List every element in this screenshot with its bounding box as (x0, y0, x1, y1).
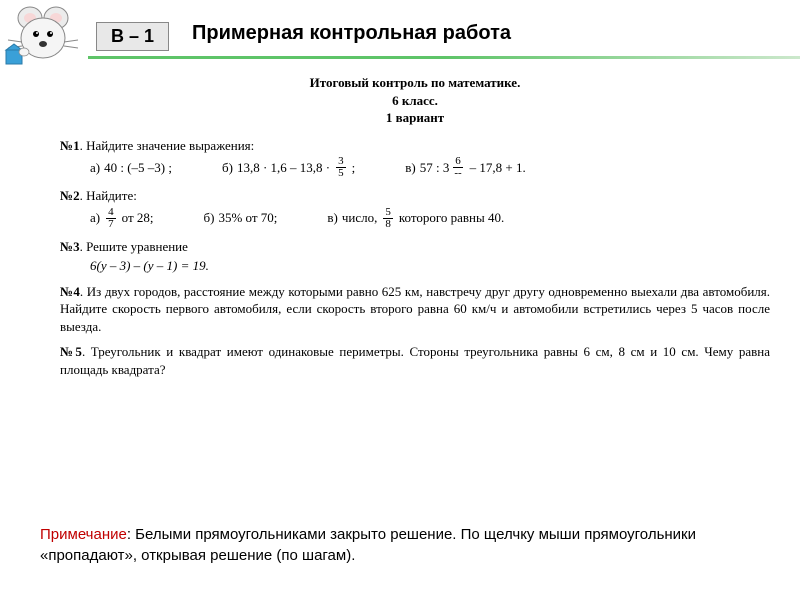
problem-1-label: №1 (60, 138, 80, 153)
frac-den: 5 (336, 168, 346, 179)
part-b-label: б) (222, 159, 233, 177)
part-b-pre: 13,8 · 1,6 – 13,8 · (237, 159, 330, 177)
part-a-label: а) (90, 209, 100, 227)
fraction-icon: 6 -- (452, 156, 463, 179)
problem-1-part-c: в) 57 : 3 6 -- – 17,8 + 1. (405, 156, 526, 179)
fraction-icon: 4 7 (106, 207, 116, 230)
variant-badge: В – 1 (96, 22, 169, 51)
problem-5-text: . Треугольник и квадрат имеют одинаковые… (60, 344, 770, 377)
problem-2-part-c: в) число, 5 8 которого равны 40. (327, 207, 504, 230)
problem-2: №2. Найдите: а) 4 7 от 28; б) 35% от 70;… (60, 187, 770, 230)
fraction-icon: 5 8 (383, 207, 393, 230)
problem-2-part-a: а) 4 7 от 28; (90, 207, 153, 230)
problem-2-text: . Найдите: (80, 188, 137, 203)
frac-num: 5 (383, 207, 393, 219)
frac-den: -- (452, 168, 463, 179)
problem-3: №3. Решите уравнение 6(y – 3) – (y – 1) … (60, 238, 770, 275)
footnote: Примечание: Белыми прямоугольниками закр… (40, 524, 760, 566)
part-b-label: б) (203, 209, 214, 227)
part-a-expr: 40 : (–5 –3) ; (104, 159, 172, 177)
mixed-number: 57 : 3 6 -- (420, 156, 466, 179)
problem-1-part-a: а) 40 : (–5 –3) ; (90, 159, 172, 177)
part-b-post: ; (352, 159, 356, 177)
part-c-label: в) (327, 209, 337, 227)
subtitle-line-3: 1 вариант (60, 109, 770, 127)
problem-4-text: . Из двух городов, расстояние между кото… (60, 284, 770, 334)
subtitle-line-2: 6 класс. (60, 92, 770, 110)
part-c-pre: число, (342, 209, 378, 227)
frac-den: 8 (383, 219, 393, 230)
part-c-pre: 57 : 3 (420, 159, 450, 177)
mouse-character-icon (0, 0, 88, 72)
problem-3-text: . Решите уравнение (80, 239, 188, 254)
page-title: Примерная контрольная работа (192, 22, 511, 45)
problem-4-label: №4 (60, 284, 80, 299)
problem-5-label: №5 (60, 344, 82, 359)
problem-2-parts: а) 4 7 от 28; б) 35% от 70; в) число, 5 … (90, 207, 770, 230)
part-b-text: 35% от 70; (218, 209, 277, 227)
problem-3-equation: 6(y – 3) – (y – 1) = 19. (90, 257, 770, 275)
part-a-post: от 28; (122, 209, 154, 227)
part-c-post: – 17,8 + 1. (470, 159, 526, 177)
part-c-label: в) (405, 159, 415, 177)
problem-3-label: №3 (60, 239, 80, 254)
part-a-label: а) (90, 159, 100, 177)
problem-1-text: . Найдите значение выражения: (80, 138, 255, 153)
problem-2-part-b: б) 35% от 70; (203, 209, 277, 227)
footnote-text: : Белыми прямоугольниками закрыто решени… (40, 526, 696, 564)
problem-4: №4. Из двух городов, расстояние между ко… (60, 283, 770, 336)
problem-1-parts: а) 40 : (–5 –3) ; б) 13,8 · 1,6 – 13,8 ·… (90, 156, 770, 179)
frac-num: 4 (106, 207, 116, 219)
header-divider (88, 56, 800, 59)
content-area: Итоговый контроль по математике. 6 класс… (60, 74, 770, 387)
footnote-label: Примечание (40, 526, 127, 543)
problem-2-label: №2 (60, 188, 80, 203)
subtitle-line-1: Итоговый контроль по математике. (60, 74, 770, 92)
fraction-icon: 3 5 (336, 156, 346, 179)
problem-1: №1. Найдите значение выражения: а) 40 : … (60, 137, 770, 180)
subtitle-block: Итоговый контроль по математике. 6 класс… (60, 74, 770, 127)
frac-den: 7 (106, 219, 116, 230)
problem-1-part-b: б) 13,8 · 1,6 – 13,8 · 3 5 ; (222, 156, 355, 179)
part-c-post: которого равны 40. (399, 209, 504, 227)
problem-5: №5. Треугольник и квадрат имеют одинаков… (60, 343, 770, 378)
